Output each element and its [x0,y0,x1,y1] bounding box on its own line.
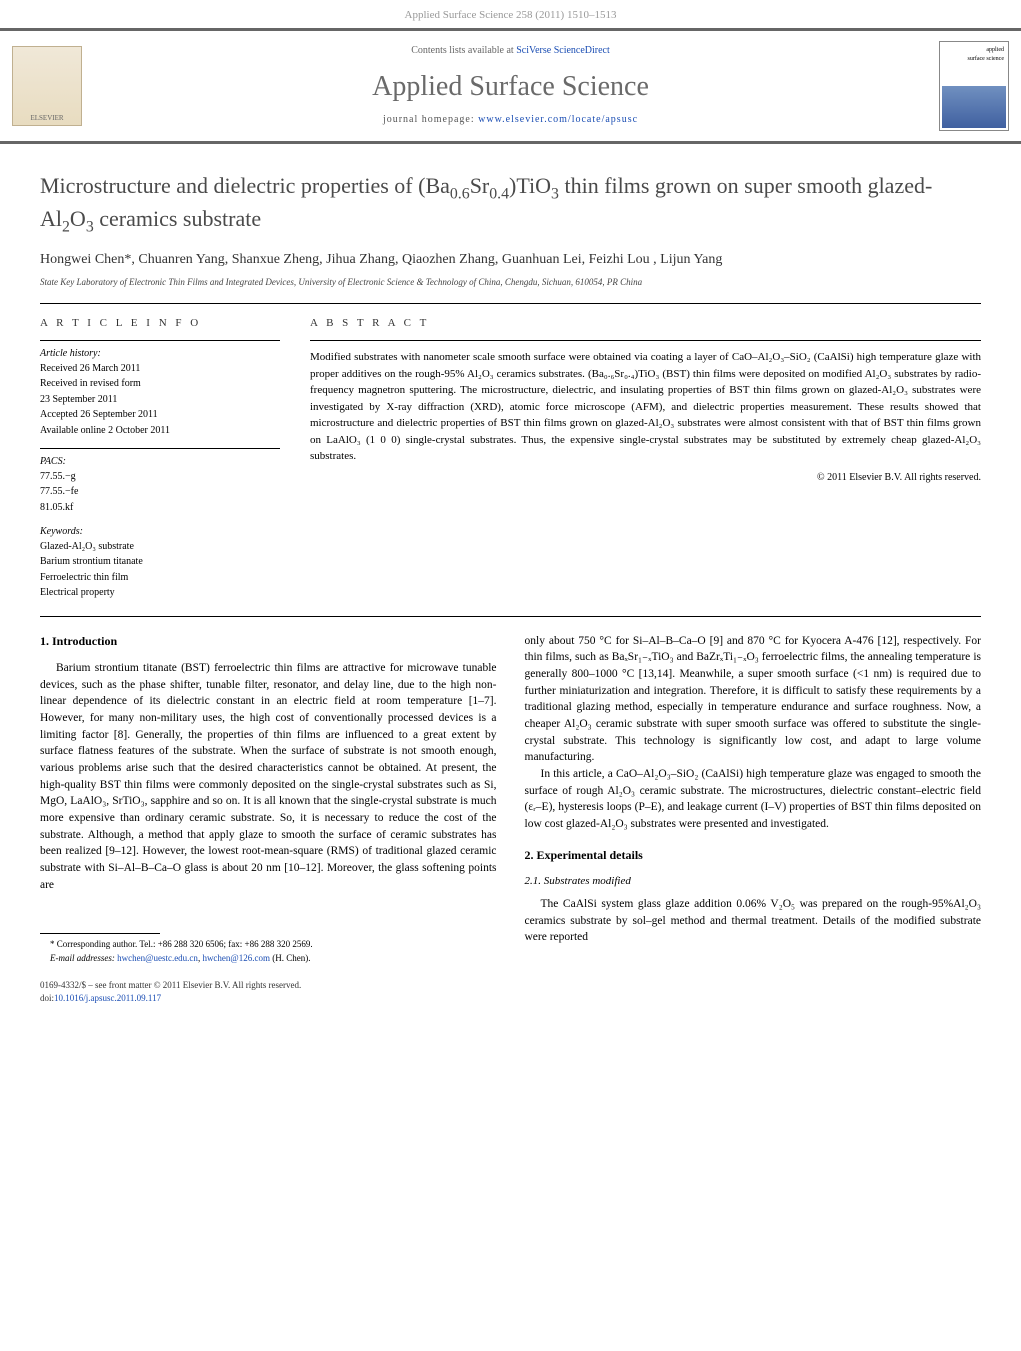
sciencedirect-link[interactable]: SciVerse ScienceDirect [516,45,610,56]
keyword-item: Barium strontium titanate [40,555,280,570]
journal-issue-header: Applied Surface Science 258 (2011) 1510–… [0,0,1021,28]
title-p3: )TiO [509,173,551,198]
elsevier-logo: ELSEVIER [12,46,82,126]
keywords-block: Keywords: Glazed-Al₂O₃ substrate Barium … [40,525,280,601]
keyword-item: Glazed-Al₂O₃ substrate [40,540,280,555]
keyword-item: Electrical property [40,586,280,601]
title-sub1: 0.6 [450,185,470,202]
author-email-1[interactable]: hwchen@uestc.edu.cn [117,953,198,963]
left-column: 1. Introduction Barium strontium titanat… [40,633,497,965]
bottom-bar: 0169-4332/$ – see front matter © 2011 El… [40,979,981,1005]
info-abstract-row: A R T I C L E I N F O Article history: R… [40,303,981,601]
keyword-item: Ferroelectric thin film [40,571,280,586]
pacs-block: PACS: 77.55.−g 77.55.−fe 81.05.kf [40,448,280,515]
section-2-heading: 2. Experimental details [525,847,982,864]
subsection-2-1-heading: 2.1. Substrates modified [525,874,982,890]
header-banner: ELSEVIER Contents lists available at Sci… [0,28,1021,144]
history-item: Received in revised form [40,377,280,392]
intro-paragraph-2: In this article, a CaO–Al₂O₃–SiO₂ (CaAlS… [525,766,982,833]
journal-homepage-link[interactable]: www.elsevier.com/locate/apsusc [478,114,638,125]
front-matter-line: 0169-4332/$ – see front matter © 2011 El… [40,979,981,992]
history-item: Received 26 March 2011 [40,362,280,377]
contents-prefix: Contents lists available at [411,45,516,56]
cover-text-1: applied [986,46,1004,55]
email-footnote: E-mail addresses: hwchen@uestc.edu.cn, h… [40,952,497,965]
history-item: 23 September 2011 [40,393,280,408]
cover-text-2: surface science [968,55,1004,64]
pacs-item: 77.55.−fe [40,485,280,500]
abstract-body: Modified substrates with nanometer scale… [310,340,981,465]
title-sub5: 3 [86,218,94,235]
title-p6: ceramics substrate [94,206,261,231]
title-p2: Sr [470,173,490,198]
contents-list-line: Contents lists available at SciVerse Sci… [96,44,925,59]
journal-homepage-line: journal homepage: www.elsevier.com/locat… [96,113,925,128]
doi-prefix: doi: [40,993,54,1003]
homepage-prefix: journal homepage: [383,114,478,125]
right-column: only about 750 °C for Si–Al–B–Ca–O [9] a… [525,633,982,965]
intro-paragraph-cont: only about 750 °C for Si–Al–B–Ca–O [9] a… [525,633,982,766]
title-sub3: 3 [551,185,559,202]
pacs-label: PACS: [40,455,280,470]
title-p5: O [70,206,86,231]
article-history-block: Article history: Received 26 March 2011 … [40,340,280,438]
title-p1: Microstructure and dielectric properties… [40,173,450,198]
history-item: Available online 2 October 2011 [40,424,280,439]
title-sub2: 0.4 [489,185,509,202]
pacs-item: 77.55.−g [40,470,280,485]
history-label: Article history: [40,347,280,362]
affiliation: State Key Laboratory of Electronic Thin … [40,276,981,289]
doi-line: doi:10.1016/j.apsusc.2011.09.117 [40,992,981,1005]
article-info-column: A R T I C L E I N F O Article history: R… [40,316,280,601]
section-1-heading: 1. Introduction [40,633,497,650]
abstract-heading: A B S T R A C T [310,316,981,332]
intro-paragraph-1: Barium strontium titanate (BST) ferroele… [40,660,497,893]
corresponding-author-footnote: * Corresponding author. Tel.: +86 288 32… [40,938,497,951]
title-sub4: 2 [62,218,70,235]
horizontal-rule [40,616,981,617]
keywords-label: Keywords: [40,525,280,540]
author-email-2[interactable]: hwchen@126.com [202,953,270,963]
footnote-rule [40,933,160,934]
authors-line: Hongwei Chen*, Chuanren Yang, Shanxue Zh… [40,250,981,270]
journal-cover-thumbnail: applied surface science [939,41,1009,131]
header-center: Contents lists available at SciVerse Sci… [96,44,925,128]
email-suffix: (H. Chen). [270,953,311,963]
article-info-heading: A R T I C L E I N F O [40,316,280,332]
subsection-2-1-paragraph: The CaAlSi system glass glaze addition 0… [525,896,982,946]
abstract-column: A B S T R A C T Modified substrates with… [310,316,981,601]
cover-bottom [942,86,1006,128]
doi-link[interactable]: 10.1016/j.apsusc.2011.09.117 [54,993,161,1003]
body-columns: 1. Introduction Barium strontium titanat… [40,633,981,965]
journal-name: Applied Surface Science [96,67,925,108]
email-label: E-mail addresses: [50,953,117,963]
cover-top: applied surface science [942,44,1006,86]
article-title: Microstructure and dielectric properties… [40,172,981,238]
pacs-item: 81.05.kf [40,501,280,516]
abstract-copyright: © 2011 Elsevier B.V. All rights reserved… [310,471,981,486]
history-item: Accepted 26 September 2011 [40,408,280,423]
